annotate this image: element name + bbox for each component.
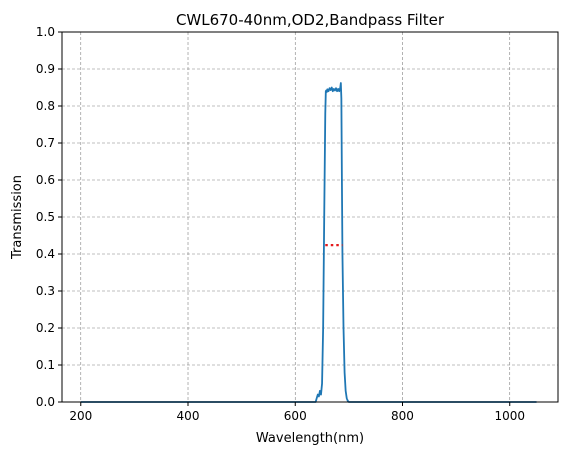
y-tick-label: 0.9 <box>36 62 55 76</box>
transmission-curve <box>80 82 537 403</box>
y-tick-label: 1.0 <box>36 25 55 39</box>
x-tick-label: 200 <box>69 409 92 423</box>
y-tick-label: 0.2 <box>36 321 55 335</box>
x-axis: 200 400 600 800 1000 <box>69 402 525 423</box>
x-tick-label: 400 <box>177 409 200 423</box>
y-tick-label: 0.4 <box>36 247 55 261</box>
y-axis: 0.0 0.1 0.2 0.3 0.4 0.5 0.6 0.7 0.8 0.9 1.0 <box>36 25 62 409</box>
x-tick-label: 1000 <box>494 409 525 423</box>
y-tick-label: 0.8 <box>36 99 55 113</box>
chart-title: CWL670-40nm,OD2,Bandpass Filter <box>176 11 445 29</box>
y-tick-label: 0.3 <box>36 284 55 298</box>
y-tick-label: 0.7 <box>36 136 55 150</box>
x-tick-label: 600 <box>284 409 307 423</box>
y-tick-label: 0.0 <box>36 395 55 409</box>
x-tick-label: 800 <box>391 409 414 423</box>
y-axis-label: Transmission <box>10 175 25 260</box>
grid <box>62 32 558 402</box>
x-axis-label: Wavelength(nm) <box>256 431 364 446</box>
y-tick-label: 0.6 <box>36 173 55 187</box>
series-layer <box>80 82 537 403</box>
y-tick-label: 0.5 <box>36 210 55 224</box>
y-tick-label: 0.1 <box>36 358 55 372</box>
